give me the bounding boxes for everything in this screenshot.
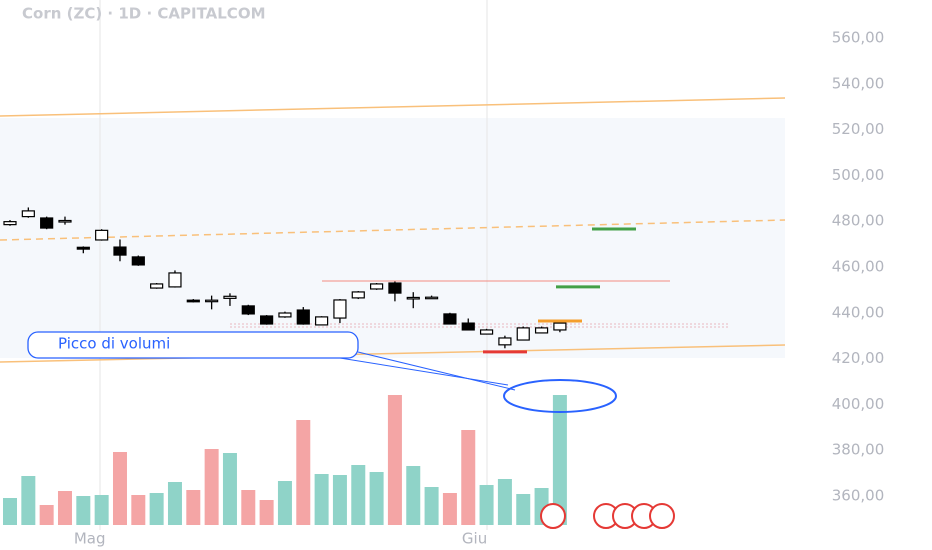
volume-bar	[442, 493, 457, 525]
trendline	[0, 219, 786, 241]
candle-body	[186, 299, 200, 303]
volume-bar	[3, 498, 17, 525]
y-tick-label: 500,00	[832, 166, 885, 184]
volume-bar	[479, 485, 494, 525]
callout-pointer	[339, 357, 509, 386]
candle-body	[150, 283, 164, 289]
volume-bar	[131, 495, 146, 525]
volume-bar	[21, 476, 36, 525]
candle-body	[40, 217, 54, 229]
volume-bar	[112, 452, 127, 525]
candle-body	[278, 312, 292, 318]
volume-bar	[149, 493, 164, 525]
candle-body	[205, 299, 219, 303]
y-tick-label: 560,00	[832, 29, 885, 47]
volume-bar	[259, 500, 274, 525]
candle-body	[168, 272, 182, 288]
volume-bar	[241, 490, 256, 525]
candle-body	[3, 221, 17, 226]
y-tick-label: 520,00	[832, 120, 885, 138]
volume-bar	[204, 449, 219, 525]
x-tick-label: Giu	[462, 530, 487, 548]
trendline	[0, 97, 786, 117]
chart-title: Corn (ZC) · 1D · CAPITALCOM	[22, 5, 266, 23]
volume-bar	[167, 482, 182, 525]
candle-body	[260, 315, 274, 325]
volume-bar	[332, 475, 347, 525]
volume-bar	[314, 474, 329, 525]
candle-body	[406, 296, 420, 300]
candle-body	[498, 337, 512, 346]
plot	[3, 207, 567, 525]
y-tick-label: 540,00	[832, 74, 885, 92]
volume-bar	[387, 395, 402, 525]
volume-bar	[76, 496, 91, 525]
volume-bar	[94, 495, 109, 525]
candle-body	[95, 229, 109, 241]
candle-body	[516, 327, 530, 341]
y-tick-label: 480,00	[832, 212, 885, 230]
volume-bar	[516, 494, 531, 525]
trendline	[0, 344, 786, 363]
candle-body	[58, 219, 72, 223]
event-icons	[540, 503, 675, 529]
highlight	[503, 379, 617, 413]
candle-body	[296, 309, 310, 325]
volume-bar	[351, 465, 366, 525]
candle-body	[333, 299, 347, 319]
y-tick-label: 400,00	[832, 395, 885, 413]
volume-bar	[369, 472, 384, 525]
volume-bar	[222, 453, 237, 525]
candle-body	[113, 246, 127, 256]
volume-bar	[424, 487, 439, 525]
y-tick-label: 360,00	[832, 486, 885, 504]
y-tick-label: 380,00	[832, 441, 885, 459]
candle-body	[21, 210, 35, 218]
candle-body	[315, 316, 329, 326]
volume-bar	[186, 490, 201, 525]
volume-bar	[57, 491, 72, 525]
zone	[0, 118, 785, 358]
candle-body	[76, 246, 90, 250]
candle-body	[131, 256, 145, 266]
annotation: Picco di volumi	[58, 335, 170, 353]
y-tick-label: 440,00	[832, 303, 885, 321]
candle-body	[461, 322, 475, 331]
candle-body	[370, 283, 384, 290]
volume-bar	[39, 505, 54, 525]
callout-pointer	[357, 351, 516, 391]
x-tick-label: Mag	[74, 530, 106, 548]
volume-bar	[552, 395, 567, 525]
callout	[27, 331, 359, 359]
candle-body	[241, 305, 255, 315]
volume-bar	[296, 420, 311, 525]
volume-bar	[497, 479, 512, 525]
candle-body	[443, 313, 457, 325]
candle-body	[479, 329, 494, 335]
volume-bar	[461, 430, 476, 525]
candle-body	[351, 291, 365, 299]
volume-bar	[406, 466, 421, 525]
y-tick-label: 460,00	[832, 257, 885, 275]
volume-bar	[277, 481, 292, 525]
candle-body	[388, 282, 402, 294]
candle-body	[553, 322, 567, 331]
candle-body	[534, 327, 549, 334]
candle-body	[223, 295, 237, 299]
candle-body	[424, 296, 439, 300]
y-tick-label: 420,00	[832, 349, 885, 367]
